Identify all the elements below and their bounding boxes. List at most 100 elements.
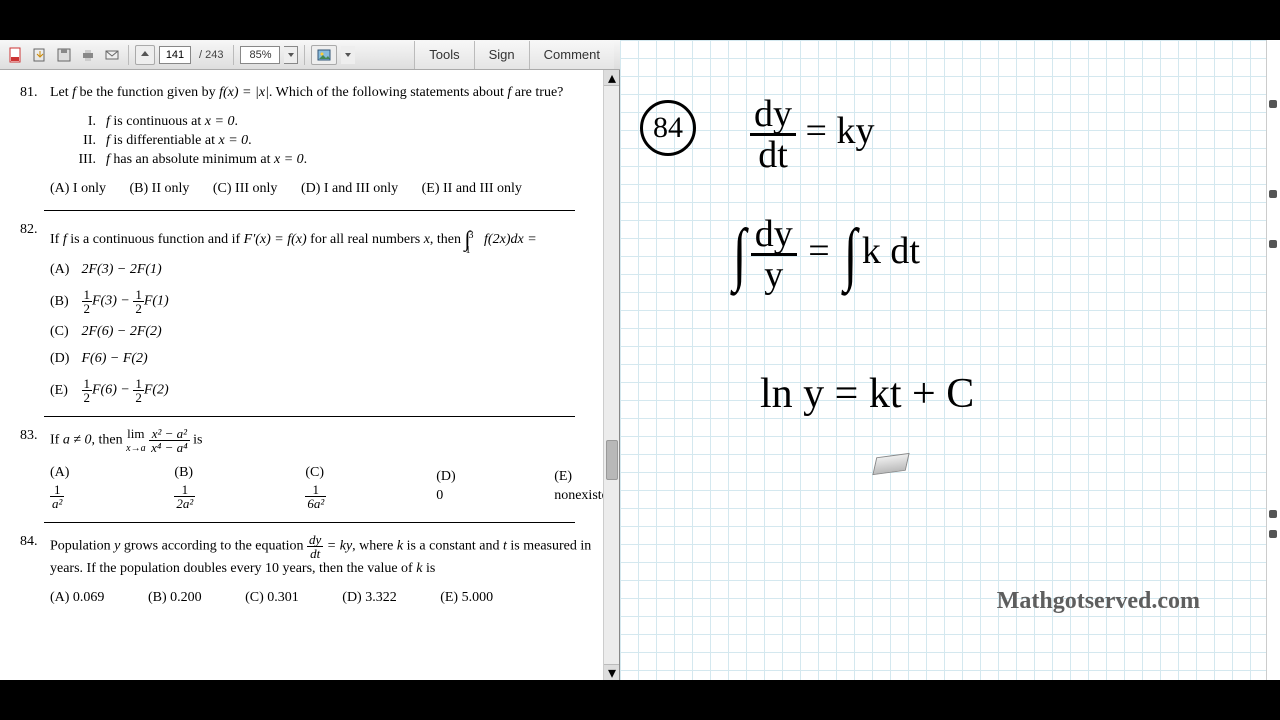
frac-den: 2 <box>82 302 93 315</box>
hand-rhs: k dt <box>862 230 920 272</box>
zoom-level[interactable]: 85% <box>240 46 280 64</box>
text: . <box>234 114 238 129</box>
page-total-label: / 243 <box>199 49 223 61</box>
math: = ky <box>323 538 352 553</box>
choice-label: (B) <box>174 464 202 483</box>
answer-choices: (A) 0.069 (B) 0.200 (C) 0.301 (D) 3.322 … <box>50 589 599 608</box>
int-upper: 3 <box>469 230 474 241</box>
pdf-page-body: 81. Let f be the function given by f(x) … <box>0 70 620 680</box>
math: x = 0 <box>205 114 235 129</box>
document-content: 81. Let f be the function given by f(x) … <box>0 70 619 629</box>
choice: (E) 5.000 <box>440 590 493 605</box>
tools-button[interactable]: Tools <box>414 41 473 69</box>
divider <box>44 522 575 523</box>
question-text: If a ≠ 0, then limx→a x² − a²x⁴ − a⁴ is <box>50 427 599 454</box>
grid-background <box>620 40 1280 680</box>
comment-button[interactable]: Comment <box>529 41 614 69</box>
math: F(3) − <box>92 294 130 309</box>
toolbar-separator <box>233 45 234 65</box>
choice-label: (C) <box>305 464 333 483</box>
choice-label: (D) <box>50 350 78 369</box>
text: is <box>193 433 202 448</box>
frac-num: 1 <box>133 377 144 391</box>
frac-num: x² − a² <box>149 427 190 441</box>
choice-value: F(6) − F(2) <box>82 351 148 366</box>
math: F′(x) = f(x) <box>244 232 307 247</box>
save-icon[interactable] <box>54 45 74 65</box>
choice: (B) II only <box>130 181 190 196</box>
question-number: 84. <box>20 533 50 579</box>
math: a ≠ 0 <box>63 433 92 448</box>
question-number: 81. <box>20 84 50 103</box>
letterbox-bottom <box>0 680 1280 720</box>
question-number: 83. <box>20 427 50 454</box>
frac-den: 6a² <box>305 497 326 510</box>
choice-label: (E) <box>554 468 582 487</box>
edge-marker <box>1269 530 1277 538</box>
choice-label: (C) <box>50 323 78 342</box>
page-up-icon[interactable] <box>135 45 155 65</box>
question-text: If f is a continuous function and if F′(… <box>50 221 599 251</box>
text: . Which of the following statements abou… <box>269 85 507 100</box>
question-83: 83. If a ≠ 0, then limx→a x² − a²x⁴ − a⁴… <box>20 427 599 510</box>
text: is continuous at <box>110 114 205 129</box>
hand-eq2: ∫ dyy = ∫ k dt <box>730 215 920 294</box>
text: Population <box>50 538 114 553</box>
answer-choices: (A)1a² (B)12a² (C)16a² (D) 0 (E) nonexis… <box>50 464 599 510</box>
picture-tool-icon[interactable] <box>311 45 337 65</box>
edge-marker <box>1269 100 1277 108</box>
hand-eq3: ln y = kt + C <box>760 370 974 418</box>
export-icon[interactable] <box>30 45 50 65</box>
hand-eq1: dydt = ky <box>750 95 874 174</box>
hand-eq-sign: = <box>808 230 839 272</box>
frac-den: 2a² <box>174 497 195 510</box>
text: is a continuous function and if <box>67 232 244 247</box>
divider <box>44 416 575 417</box>
frac-den: dt <box>307 547 323 560</box>
sign-button[interactable]: Sign <box>474 41 529 69</box>
choice: (B) 0.200 <box>148 590 202 605</box>
hand-rhs: ky <box>836 110 874 152</box>
roman-numeral: II. <box>70 132 96 151</box>
choice-value: 0 <box>436 488 443 503</box>
mail-icon[interactable] <box>102 45 122 65</box>
hand-eq-sign: = <box>806 110 837 152</box>
text: , where <box>352 538 397 553</box>
text: , then <box>430 232 465 247</box>
picture-dropdown-icon[interactable] <box>341 46 355 64</box>
roman-numeral: I. <box>70 113 96 132</box>
choice-label: (E) <box>50 382 78 401</box>
math: f(x) = |x| <box>219 85 269 100</box>
edge-marker <box>1269 240 1277 248</box>
choice: (D) I and III only <box>301 181 398 196</box>
text: If <box>50 433 63 448</box>
question-84: 84. Population y grows according to the … <box>20 533 599 608</box>
math: F(2) <box>144 383 169 398</box>
zoom-dropdown-icon[interactable] <box>284 46 298 64</box>
toolbar-separator <box>304 45 305 65</box>
question-number: 82. <box>20 221 50 251</box>
hand-frac-den: dt <box>750 136 796 174</box>
pdf-icon[interactable] <box>6 45 26 65</box>
frac-num: 1 <box>82 377 93 391</box>
frac-den: x⁴ − a⁴ <box>149 441 190 454</box>
int-lower: 1 <box>466 245 471 256</box>
print-icon[interactable] <box>78 45 98 65</box>
text: has an absolute minimum at <box>110 152 274 167</box>
text: is a constant and <box>403 538 503 553</box>
frac-num: 1 <box>50 483 64 497</box>
lim: lim <box>127 426 144 441</box>
whiteboard-pane: 84 dydt = ky ∫ dyy = ∫ k dt ln y = kt + … <box>620 40 1280 680</box>
question-text: Let f be the function given by f(x) = |x… <box>50 84 599 103</box>
question-82: 82. If f is a continuous function and if… <box>20 221 599 403</box>
statement-list: I.f is continuous at x = 0. II.f is diff… <box>70 113 599 170</box>
scroll-down-icon[interactable]: ▾ <box>604 664 620 680</box>
page-number-input[interactable] <box>159 46 191 64</box>
scroll-thumb[interactable] <box>606 440 618 480</box>
hand-frac-num: dy <box>750 95 796 136</box>
vertical-scrollbar[interactable]: ▴ ▾ <box>603 70 619 680</box>
frac-num: dy <box>307 533 323 547</box>
text: are true? <box>511 85 563 100</box>
choice-label: (D) <box>436 468 464 487</box>
scroll-up-icon[interactable]: ▴ <box>604 70 620 86</box>
